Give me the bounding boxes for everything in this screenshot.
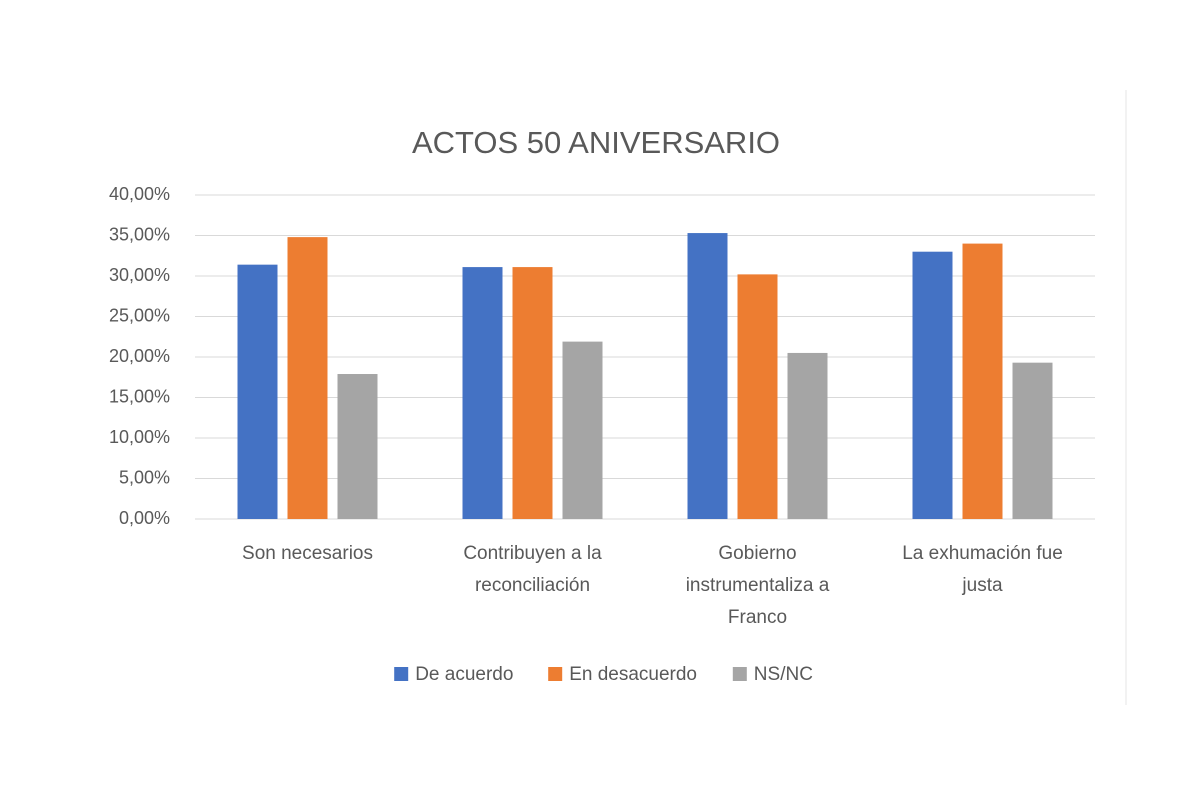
legend-label: De acuerdo [415,664,513,685]
bar [337,374,378,519]
chart-title: ACTOS 50 ANIVERSARIO [412,125,780,160]
bar [687,233,728,519]
bar [737,274,778,519]
x-tick-label: La exhumación fue justa [902,543,1063,596]
legend-label: NS/NC [754,664,813,685]
bar [562,341,603,519]
legend-swatch [548,667,563,681]
bar [912,251,953,519]
bar [237,264,278,519]
x-tick-label: Son necesarios [242,543,373,564]
y-tick-label: 40,00% [109,184,170,204]
bar [512,267,553,519]
y-tick-label: 0,00% [119,508,170,528]
y-tick-label: 10,00% [109,427,170,447]
y-tick-label: 15,00% [109,386,170,406]
bar [287,237,328,519]
y-tick-label: 35,00% [109,224,170,244]
y-tick-label: 25,00% [109,305,170,325]
bar [462,267,503,519]
legend-label: En desacuerdo [569,664,697,685]
bar [787,352,828,519]
legend-swatch [394,667,409,681]
legend-swatch [732,667,747,681]
y-tick-label: 5,00% [119,467,170,487]
x-tick-label: Contribuyen a la reconciliación [463,543,602,596]
y-tick-label: 30,00% [109,265,170,285]
bar [962,243,1003,519]
x-tick-label: Gobierno instrumentaliza a Franco [685,543,830,628]
bar [1012,362,1053,519]
y-tick-label: 20,00% [109,346,170,366]
